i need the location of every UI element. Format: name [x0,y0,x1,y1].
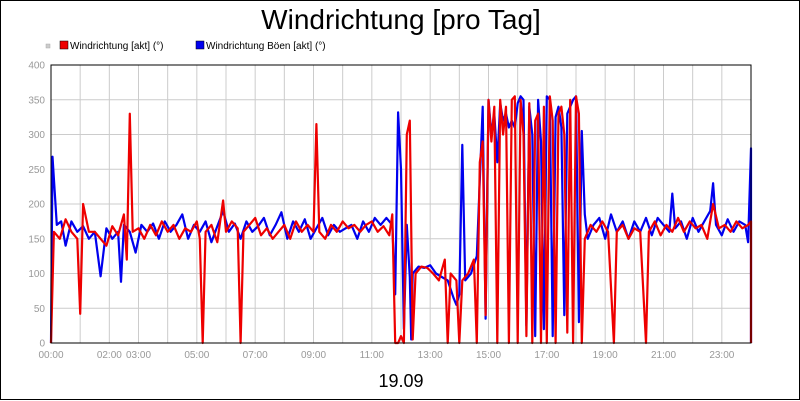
legend: Windrichtung [akt] (°) Windrichtung Böen… [45,40,326,52]
x-tick-label: 15:00 [476,350,501,361]
legend-swatch-red [59,40,69,50]
series-line-0 [49,95,753,344]
x-tick-label: 03:00 [126,350,151,361]
y-tick-label: 50 [34,304,46,315]
x-axis-date-label: 19.09 [378,371,423,391]
x-tick-label: 23:00 [709,350,734,361]
y-tick-label: 350 [28,95,45,106]
y-tick-label: 300 [28,130,45,141]
y-tick-label: 0 [39,339,45,350]
y-tick-label: 150 [28,234,45,245]
y-tick-label: 100 [28,269,45,280]
x-tick-label: 11:00 [360,350,385,361]
x-tick-label: 09:00 [301,350,326,361]
series-line-1 [49,95,753,345]
legend-marker-empty [45,43,51,49]
y-tick-label: 200 [28,200,45,211]
series-lines [49,95,753,345]
x-tick-label: 00:00 [38,350,63,361]
y-tick-label: 250 [28,165,45,176]
x-tick-label: 21:00 [651,350,676,361]
y-tick-label: 400 [28,61,45,72]
legend-label-windrichtung: Windrichtung [akt] (°) [70,41,163,52]
x-tick-label: 02:00 [97,350,122,361]
x-tick-label: 17:00 [534,350,559,361]
legend-swatch-blue [195,40,205,50]
x-tick-label: 05:00 [184,350,209,361]
x-tick-label: 19:00 [593,350,618,361]
axes: 0 50 100 150 200 250 300 350 400 00:00 02:00 03:00 0… [28,61,752,361]
x-tick-label: 13:00 [418,350,443,361]
x-tick-label: 07:00 [243,350,268,361]
chart-title: Windrichtung [pro Tag] [261,4,541,35]
plot-border [50,64,752,344]
legend-label-windrichtung-boeen: Windrichtung Böen [akt] (°) [206,41,326,52]
